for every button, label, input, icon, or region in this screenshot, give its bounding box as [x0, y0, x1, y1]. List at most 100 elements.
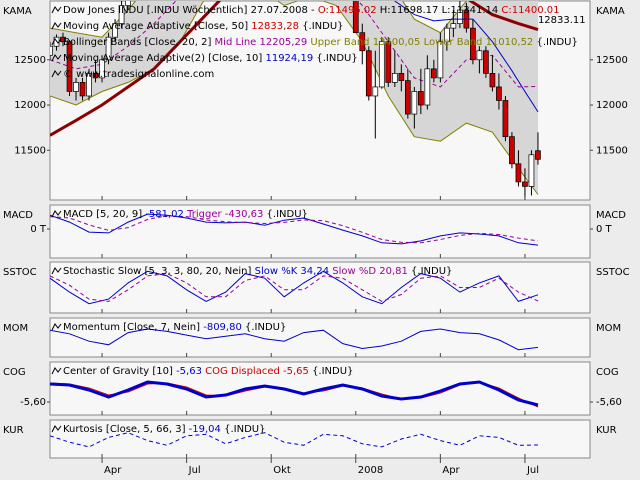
legend-segment: {.INDU}	[313, 53, 358, 64]
legend-segment: {.INDU}	[299, 21, 344, 32]
panel-label: MACD	[3, 210, 33, 221]
annotation: 12833.11	[538, 15, 586, 26]
candle-body	[444, 27, 450, 43]
legend-icon	[51, 323, 62, 331]
candle-body	[112, 23, 118, 38]
legend-segment: Trigger -430,63	[184, 209, 263, 220]
candle-body	[385, 41, 392, 83]
legend-segment: C:11400.01	[501, 5, 559, 16]
plot-area	[50, 380, 539, 408]
legend-icon	[51, 54, 62, 62]
panel-background	[49, 261, 591, 314]
indicator-line	[50, 213, 539, 246]
candle-body	[118, 5, 125, 24]
panel-background	[49, 204, 591, 259]
panel-label: COG	[596, 367, 619, 378]
plot-area	[50, 270, 539, 305]
legend-icon	[51, 70, 62, 78]
legend-segment: Kurtosis [Close, 5, 66, 3]	[63, 424, 189, 435]
candle-body	[417, 91, 424, 106]
candle-body	[365, 50, 372, 97]
legend-segment: {.INDU}	[408, 266, 453, 277]
panel-label: SSTOC	[3, 267, 37, 278]
x-tick-label: Jul	[526, 465, 539, 476]
legend-segment: {.INDU}	[221, 424, 266, 435]
panel-label: KAMA	[596, 6, 625, 17]
candle-body	[86, 73, 92, 97]
candle-body	[515, 163, 522, 183]
legend-segment: 12833,28	[251, 21, 299, 32]
x-tick-label: Apr	[442, 465, 460, 476]
candle-body	[79, 82, 86, 97]
legend-segment: Slow %D 20,81	[329, 266, 408, 277]
candle-body	[470, 27, 476, 61]
candle-body	[404, 80, 411, 115]
legend-icon	[51, 22, 62, 30]
plot-area	[50, 213, 539, 246]
legend-segment: -809,80	[203, 322, 242, 333]
candle-body	[522, 181, 528, 187]
panel-background	[49, 317, 591, 358]
x-tick-label: 2008	[358, 465, 383, 476]
candle-body	[352, 1, 359, 34]
candle-body	[535, 150, 541, 160]
legend-segment: Momentum [Close, 7, Nein]	[63, 322, 203, 333]
legend-icon	[51, 425, 62, 433]
panel-label: KUR	[3, 425, 24, 436]
plot-area	[50, 1, 541, 200]
legend-icon	[51, 210, 62, 218]
candle-body	[431, 68, 437, 79]
candle-body	[391, 73, 398, 83]
candle-body	[99, 59, 105, 79]
legend-entry: Center of Gravity [10] -5,63 COG Displac…	[63, 366, 353, 377]
legend-segment: {.INDU}	[242, 322, 287, 333]
plot-area	[50, 328, 539, 351]
panel-label: KUR	[596, 425, 617, 436]
legend-entry: Dow Jones INDU [.INDU Wöchentlich] 27.07…	[63, 5, 559, 16]
legend-icon	[51, 6, 62, 14]
candle-body	[509, 136, 515, 165]
legend-segment: O:11495.02	[318, 5, 377, 16]
legend-entry: Stochastic Slow [5, 3, 3, 80, 20, Nein] …	[63, 266, 452, 277]
panel-label: COG	[3, 367, 26, 378]
candle-body	[372, 86, 379, 97]
legend-segment: 11924,19	[265, 53, 313, 64]
legend-entry: Momentum [Close, 7, Nein] -809,80 {.INDU…	[63, 322, 286, 333]
legend-segment: -581,02	[145, 209, 184, 220]
legend-segment: Moving Average Adaptive(2) [Close, 10]	[63, 53, 265, 64]
indicator-line	[50, 273, 539, 302]
legend-segment: {.INDU}	[263, 209, 308, 220]
legend-segment: Center of Gravity [10]	[63, 366, 176, 377]
y-tick-label: 11500	[596, 145, 628, 156]
legend-segment: Upper Band 13400,05 Lower Band 11010,52	[307, 37, 533, 48]
candle-body	[424, 68, 431, 106]
y-tick-label: -5,60	[20, 397, 46, 408]
candle-body	[398, 73, 405, 81]
candle-body	[502, 100, 509, 138]
legend-segment: © www.tradesignalonline.com	[63, 69, 214, 80]
legend-icon	[51, 38, 62, 46]
candle-body	[476, 50, 483, 61]
x-tick-label: Apr	[104, 465, 122, 476]
lower-band	[50, 1, 539, 195]
y-tick-label: 0 T	[30, 224, 47, 235]
indicator-line	[50, 1, 539, 137]
candle-body	[66, 41, 73, 92]
indicator-line	[50, 380, 539, 407]
x-tick-label: Jul	[188, 465, 201, 476]
candle-body	[92, 73, 99, 79]
y-tick-label: 12000	[14, 100, 46, 111]
legend-entry: Bollinger Bands [Close, 20, 2] Mid Line …	[63, 37, 578, 48]
candle-body	[437, 41, 444, 79]
candle-body	[483, 50, 489, 74]
legend-entry: MACD [5, 20, 9] -581,02 Trigger -430,63 …	[63, 209, 308, 220]
legend-segment: {.INDU}	[309, 366, 354, 377]
y-tick-label: 0 T	[596, 224, 613, 235]
legend-segment: Bollinger Bands [Close, 20, 2]	[63, 37, 215, 48]
legend-icon	[51, 367, 62, 375]
x-tick-label: Okt	[273, 465, 291, 476]
legend-segment: MACD [5, 20, 9]	[63, 209, 145, 220]
legend-segment: COG Displaced -5,65	[202, 366, 309, 377]
